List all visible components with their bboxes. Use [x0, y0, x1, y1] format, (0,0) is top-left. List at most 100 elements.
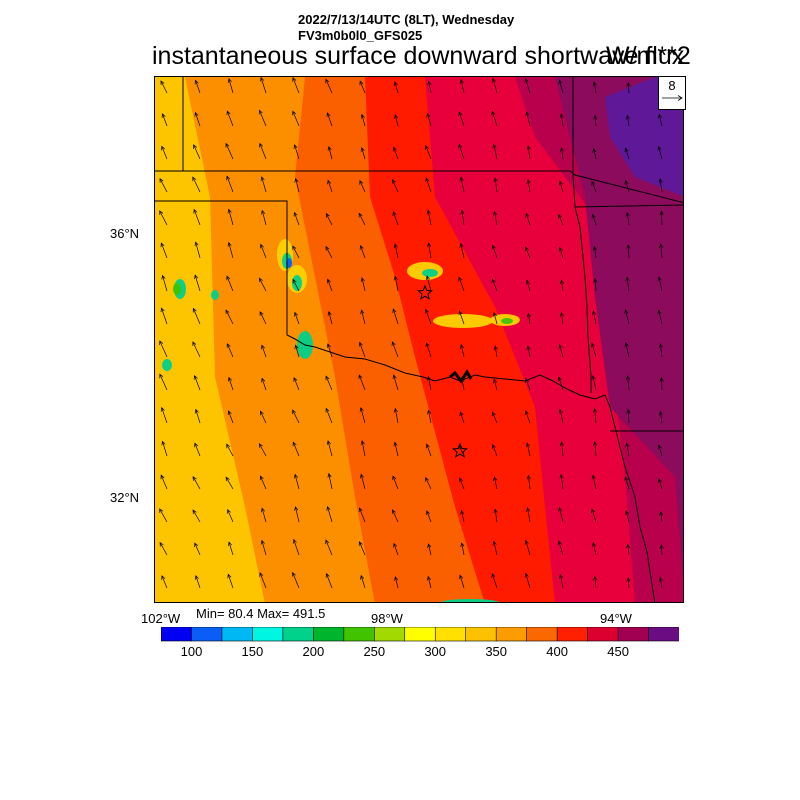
- wind-arrow: [358, 507, 366, 523]
- wind-arrow: [259, 311, 267, 325]
- wind-arrow: [193, 144, 201, 160]
- wind-arrow: [325, 572, 333, 589]
- wind-arrow: [558, 79, 564, 94]
- star-oklahoma-city: [417, 284, 433, 300]
- colorbar-label: 350: [485, 644, 508, 659]
- wind-arrow: [293, 377, 300, 391]
- wind-arrow: [559, 113, 564, 127]
- wind-arrow: [657, 145, 663, 160]
- lat-label-36n: 36°N: [110, 226, 140, 241]
- wind-arrow: [325, 407, 333, 424]
- wind-arrow: [225, 476, 234, 490]
- colorbar-swatch-4: [252, 627, 284, 642]
- wind-arrow: [524, 77, 531, 94]
- wind-arrow: [591, 474, 597, 490]
- wind-arrow: [625, 375, 630, 391]
- wind-arrow: [294, 473, 300, 490]
- wind-arrow: [525, 111, 531, 127]
- wind-arrow: [427, 575, 432, 589]
- wind-arrow: [491, 77, 498, 94]
- wind-arrow: [425, 477, 432, 490]
- wind-arrow: [291, 571, 300, 589]
- colorbar-label: 250: [363, 644, 386, 659]
- wind-arrow: [526, 312, 531, 325]
- wind-arrow: [159, 508, 168, 523]
- wind-arrow: [525, 212, 531, 226]
- wind-arrow: [393, 275, 399, 292]
- cloud-patch-15: [211, 290, 219, 300]
- wind-arrow: [192, 307, 201, 325]
- wind-arrow: [227, 410, 234, 424]
- wind-arrow: [392, 475, 399, 490]
- colorbar-swatch-2: [191, 627, 223, 642]
- wind-arrow: [524, 246, 531, 259]
- flux-color-field: [155, 77, 683, 602]
- wind-arrow: [160, 474, 168, 490]
- wind-arrow: [624, 179, 630, 193]
- state-border-4: [572, 77, 592, 393]
- wind-arrow: [391, 341, 399, 358]
- flux-band-7: [555, 77, 683, 579]
- wind-arrow: [360, 473, 366, 490]
- colorbar-swatch-11: [465, 627, 497, 642]
- wind-arrow: [557, 540, 564, 556]
- cloud-patch-14: [162, 359, 172, 371]
- wind-arrow: [194, 408, 201, 424]
- wind-arrow: [228, 541, 234, 556]
- wind-arrow: [659, 544, 664, 556]
- lon-label-94w: 94°W: [600, 611, 632, 626]
- wind-arrow: [159, 178, 168, 193]
- wind-arrow: [358, 212, 366, 226]
- wind-arrow: [458, 143, 465, 160]
- colorbar-label: 300: [424, 644, 447, 659]
- wind-arrow: [625, 442, 630, 457]
- colorbar: [161, 627, 679, 642]
- wind-arrow: [161, 575, 168, 589]
- wind-arrow: [590, 342, 597, 358]
- wind-arrow: [525, 377, 531, 391]
- wind-arrow: [659, 210, 664, 226]
- wind-arrow: [591, 375, 597, 391]
- wind-arrow: [358, 541, 366, 556]
- wind-arrow: [325, 375, 333, 391]
- colorbar-swatch-6: [313, 627, 345, 642]
- colorbar-swatch-16: [617, 627, 650, 642]
- wind-arrow: [294, 177, 300, 193]
- wind-arrow: [358, 341, 366, 358]
- wind-arrow: [194, 274, 201, 292]
- wind-arrow: [326, 278, 333, 292]
- wind-arrow: [159, 541, 168, 556]
- wind-arrow: [327, 145, 333, 160]
- wind-arrow: [327, 179, 333, 193]
- wind-arrow: [459, 574, 465, 589]
- wind-arrow: [393, 81, 399, 94]
- wind-arrow: [160, 406, 168, 424]
- wind-arrow: [658, 576, 663, 589]
- wind-arrow: [459, 176, 465, 193]
- wind-arrow: [161, 440, 168, 457]
- wind-arrow: [392, 308, 399, 325]
- wind-arrow: [427, 543, 432, 556]
- wind-arrow: [161, 145, 168, 160]
- wind-reference-vector: 8: [658, 76, 686, 110]
- wind-arrow: [292, 77, 300, 94]
- wind-vectors: [159, 77, 664, 589]
- wind-arrow: [359, 179, 366, 193]
- wind-arrow: [592, 147, 597, 160]
- wind-arrow: [493, 210, 498, 226]
- star-dallas: [452, 442, 468, 458]
- wind-arrow: [593, 278, 598, 292]
- units-label: W/m**2: [606, 42, 691, 70]
- colorbar-label: 200: [302, 644, 325, 659]
- colorbar-swatch-10: [434, 627, 467, 642]
- colorbar-swatch-5: [282, 627, 314, 642]
- wind-arrow: [325, 212, 333, 226]
- wind-arrow: [292, 441, 300, 457]
- wind-arrow: [325, 539, 333, 556]
- colorbar-label: 150: [241, 644, 264, 659]
- wind-arrow: [259, 475, 267, 490]
- wind-arrow: [657, 276, 663, 292]
- wind-arrow: [326, 440, 333, 457]
- wind-arrow: [459, 344, 465, 358]
- wind-arrow: [227, 78, 234, 94]
